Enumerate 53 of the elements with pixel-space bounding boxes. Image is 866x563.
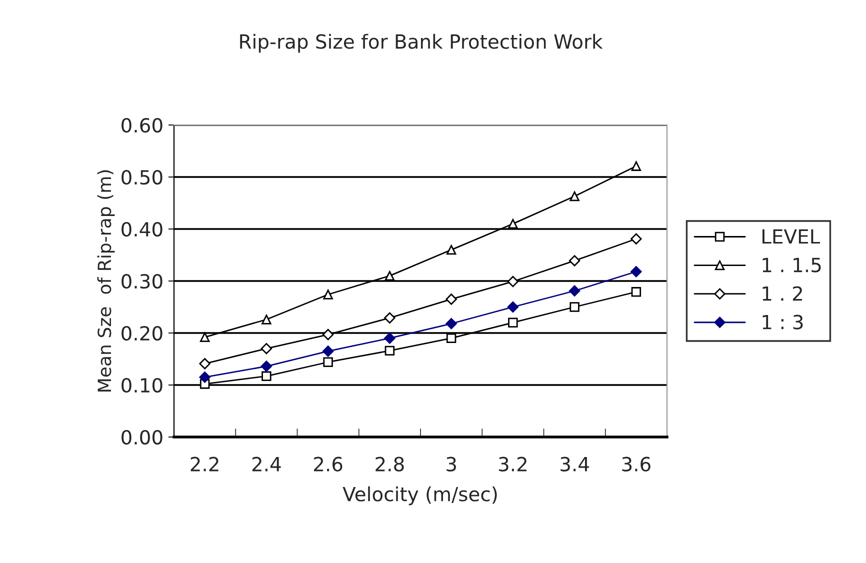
- point: [262, 371, 272, 382]
- point: [200, 332, 210, 342]
- legend-label: 1 . 2: [762, 286, 802, 301]
- point: [568, 255, 580, 266]
- x-tick-label: 3.2: [498, 456, 526, 472]
- x-tick-label: 2.8: [376, 456, 404, 472]
- point: [260, 360, 272, 372]
- point: [260, 342, 272, 354]
- x-tick-label: 2.4: [252, 456, 281, 472]
- point: [384, 332, 396, 344]
- point: [446, 244, 456, 255]
- point: [570, 302, 580, 312]
- point: [262, 314, 272, 324]
- point: [323, 357, 333, 367]
- point: [568, 285, 580, 296]
- point: [322, 328, 334, 340]
- point: [630, 233, 642, 244]
- y-tick-label: 0.30: [122, 274, 162, 289]
- y-tick-label: 0.60: [122, 118, 162, 133]
- x-tick-label: 3.4: [560, 456, 589, 472]
- legend-label: LEVEL: [762, 229, 820, 244]
- y-axis-title: Mean Sze of Rip-rap (m): [97, 170, 115, 392]
- point: [322, 346, 334, 357]
- x-tick-label: 3: [446, 456, 456, 472]
- point: [570, 191, 580, 202]
- y-tick-label: 0.40: [122, 222, 162, 237]
- point: [631, 287, 642, 297]
- point: [199, 372, 210, 383]
- point: [446, 333, 456, 344]
- point: [384, 346, 395, 356]
- point: [508, 218, 518, 229]
- x-tick-label: 2.2: [190, 456, 218, 472]
- point: [508, 318, 518, 328]
- chart-title: Rip-rap Size for Bank Protection Work: [240, 34, 603, 53]
- legend-label: 1 . 1.5: [762, 258, 821, 272]
- x-axis-title: Velocity (m/sec): [342, 486, 497, 506]
- point: [199, 358, 210, 370]
- point: [323, 290, 333, 300]
- point: [507, 276, 519, 288]
- y-tick-label: 0.50: [122, 170, 162, 185]
- point: [507, 301, 519, 313]
- point: [384, 312, 396, 324]
- x-tick-label: 3.6: [622, 456, 650, 472]
- point: [446, 318, 457, 330]
- legend-label: 1 : 3: [762, 314, 803, 330]
- y-tick-label: 0.20: [122, 326, 162, 341]
- point: [631, 161, 642, 171]
- y-tick-label: 0.00: [122, 430, 162, 445]
- point: [630, 266, 642, 278]
- y-tick-label: 0.10: [122, 378, 162, 393]
- point: [446, 294, 457, 305]
- x-tick-label: 2.6: [314, 456, 342, 472]
- point: [384, 270, 395, 281]
